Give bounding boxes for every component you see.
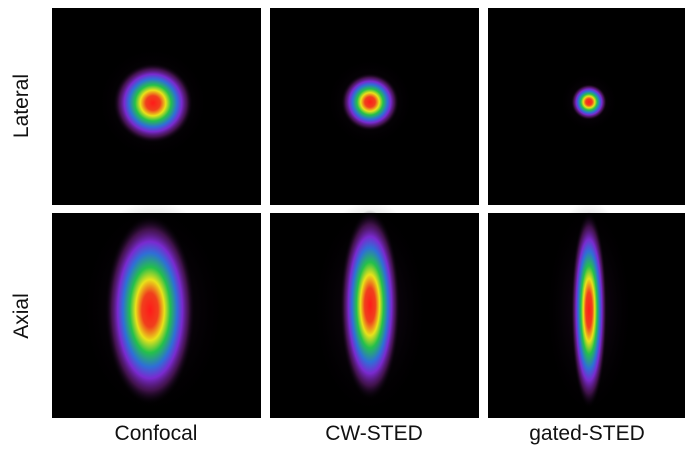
row-label: Lateral <box>10 74 33 138</box>
panel-lateral-confocal <box>52 8 261 205</box>
row-label: Axial <box>10 293 33 339</box>
panel-axial-cw-sted <box>270 200 479 420</box>
panel-axial-gated-sted <box>488 200 685 420</box>
column-label: gated-STED <box>529 422 645 445</box>
column-label: Confocal <box>115 422 198 445</box>
panel-axial-confocal <box>52 200 261 420</box>
panel-lateral-gated-sted <box>488 8 685 205</box>
panel-lateral-cw-sted <box>270 8 479 205</box>
figure: Lateral Axial Confocal CW-STED gated-STE… <box>0 0 691 445</box>
column-label: CW-STED <box>325 422 423 445</box>
